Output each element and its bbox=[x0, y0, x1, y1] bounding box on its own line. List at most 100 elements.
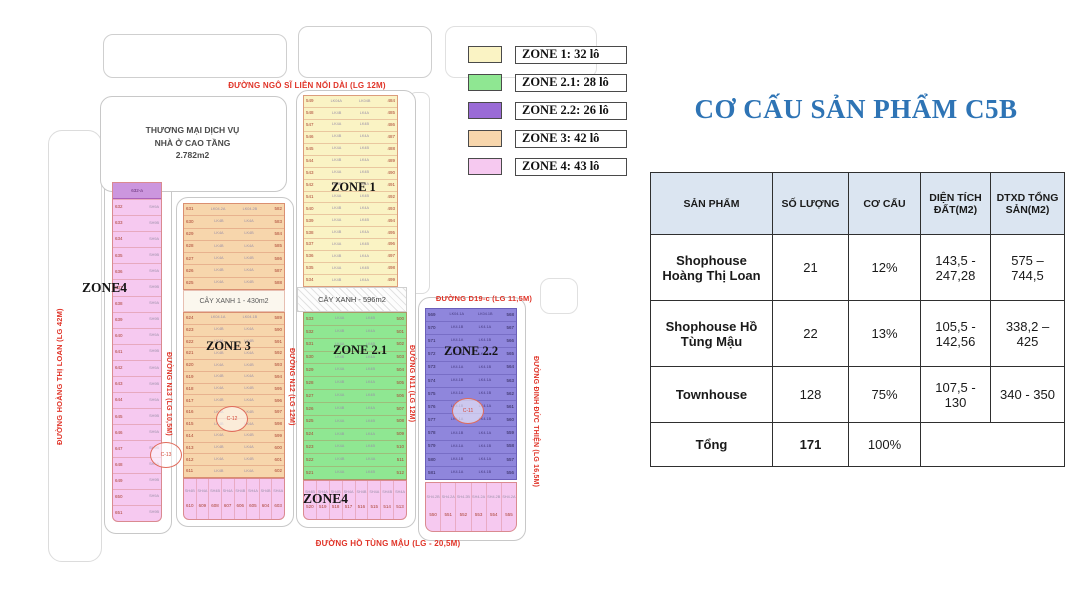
legend-label: ZONE 2.1: 28 lô bbox=[515, 73, 627, 92]
road-left-outline bbox=[48, 130, 102, 562]
commercial-line-3: 2.782m2 bbox=[175, 150, 210, 161]
zone1-block: 549 LK04A LK04B 484 548 LK4B LK4A 485 547 LK4A LK4… bbox=[303, 95, 398, 287]
plot-row: 629 LK4A LK4B 584 bbox=[184, 227, 284, 240]
plot-row: 634 SH9A bbox=[113, 231, 161, 247]
plot-row: 624 LK04.1A LK04.1B 589 bbox=[186, 315, 282, 321]
stamp-c11-text: C-11 bbox=[462, 408, 474, 414]
stamp-c13: C-13 bbox=[150, 442, 182, 468]
plot-row: 522 LK4B LK4A 511 bbox=[304, 453, 406, 466]
cell-product: Shophouse Hoàng Thị Loan bbox=[650, 234, 773, 301]
legend-swatch bbox=[468, 130, 502, 147]
zone22-block: 569 LK04.1A LK04.1B 568 570 LK4.1B LK4.1A 567 57… bbox=[425, 308, 517, 480]
plot-row: 527 LK4A LK4B 506 bbox=[304, 389, 406, 402]
plot-row: 579 LK4.1A LK4.1B 558 bbox=[426, 439, 516, 453]
plot-row: 573 LK4.1A LK4.1B 564 bbox=[426, 360, 516, 374]
plot-row: 546 LK4B LK4A 487 bbox=[304, 130, 397, 143]
street-ngo-si-lien: ĐƯỜNG NGÔ SĨ LIÊN NỐI DÀI (LG 12M) bbox=[228, 81, 386, 90]
plot-cell: SH4B 610 bbox=[184, 488, 195, 508]
plot-row: 620 LK4A LK4B 593 bbox=[184, 359, 284, 371]
plot-row: 523 LK4A LK4B 510 bbox=[304, 440, 406, 453]
col-header-ratio: CƠ CẤU bbox=[848, 172, 921, 235]
plot-row: 618 LK4A LK4B 595 bbox=[184, 382, 284, 395]
plot-cell: SH4B 520 bbox=[304, 489, 315, 509]
plot-row: 619 LK4B LK4A 594 bbox=[184, 370, 284, 383]
plot-row: 535 LK4A LK4B 498 bbox=[304, 262, 397, 274]
plot-row: 649 SH9B bbox=[113, 472, 161, 489]
plot-row: 547 LK4A LK4B 486 bbox=[304, 118, 397, 131]
street-n12: ĐƯỜNG N12 (LG 12M) bbox=[288, 348, 295, 426]
road-block-top-mid bbox=[298, 26, 432, 78]
plot-row: 623 LK4B LK4A 590 bbox=[184, 323, 284, 336]
legend-swatch bbox=[468, 46, 502, 63]
plot-row: 644 SH9A bbox=[113, 392, 161, 408]
plot-row: 529 LK4A LK4B 504 bbox=[304, 363, 406, 376]
commercial-line-2: NHÀ Ở CAO TẦNG bbox=[154, 137, 231, 148]
plot-row: 570 LK4.1B LK4.1A 567 bbox=[426, 321, 516, 334]
street-n11: ĐƯỜNG N11 (LG 12M) bbox=[408, 345, 415, 423]
page-title: CƠ CẤU SẢN PHẨM C5B bbox=[694, 94, 1018, 124]
plot-row: 627 LK4A LK4B 586 bbox=[184, 252, 284, 264]
zone4-strip-a: SH4B 610 SH4A 609 SH4B 608 SH4A 607 SH4B 606 SH4A 6… bbox=[183, 478, 285, 520]
plot-row: 537 LK4A LK4B 496 bbox=[304, 238, 397, 250]
plot-cell: SH4A 517 bbox=[341, 481, 355, 519]
plot-row: 571 LK4.1A LK4.1B 566 bbox=[426, 334, 516, 347]
plot-row: 530 LK4B LK4A 503 bbox=[304, 350, 406, 364]
plot-row: 540 LK4B LK4A 493 bbox=[304, 202, 397, 214]
plot-row: 531 LK4A LK4B 502 bbox=[304, 337, 406, 351]
cell-land-area: 143,5 - 247,28 bbox=[920, 234, 991, 301]
cell-product-total: Tổng bbox=[650, 422, 773, 467]
plot-row: 643 SH9B bbox=[113, 376, 161, 392]
zone-legend: ZONE 1: 32 lô ZONE 2.1: 28 lô ZONE 2.2: 26… bbox=[468, 45, 627, 186]
plot-header: 632-a bbox=[113, 183, 161, 199]
cell-ratio-total: 100% bbox=[848, 422, 921, 467]
col-header-land-area: DIỆN TÍCH ĐẤT(M2) bbox=[920, 172, 991, 235]
zone21-block: 533 LK4A LK4B 500 532 LK4B LK4A 501 531 LK4A LK4B 5… bbox=[303, 312, 407, 480]
green-area-2: CÂY XANH - 596m2 bbox=[297, 287, 407, 312]
plot-cell: SH4.2B 550 bbox=[426, 495, 440, 518]
zone3-lower-block: 624 LK04.1A LK04.1B 589 623 LK4B LK4A 590 622 LK4… bbox=[183, 312, 285, 478]
cell-product: Shophouse Hồ Tùng Mậu bbox=[650, 300, 773, 367]
plot-row: 580 LK4.1B LK4.1A 557 bbox=[426, 452, 516, 466]
product-structure-table: SẢN PHẨM SỐ LƯỢNG CƠ CẤU DIỆN TÍCH ĐẤT(M… bbox=[650, 172, 1065, 467]
plot-row: 613 LK4B LK4A 600 bbox=[184, 441, 284, 454]
col-header-floor-area: DTXD TỔNG SẢN(M2) bbox=[990, 172, 1065, 235]
street-ho-tung-mau: ĐƯỜNG HỒ TÙNG MẬU (LG - 20,5M) bbox=[315, 539, 461, 548]
cell-ratio: 75% bbox=[848, 366, 921, 423]
cell-quantity: 21 bbox=[772, 234, 849, 301]
plot-row: 617 LK4B LK4A 596 bbox=[184, 394, 284, 406]
plot-row: 622 LK4A LK4B 591 bbox=[184, 335, 284, 348]
legend-label: ZONE 4: 43 lô bbox=[515, 157, 627, 176]
road-junction-right bbox=[540, 278, 578, 314]
zone3-label: ZONE 3 bbox=[206, 339, 251, 353]
plot-cell: SH4B 604 bbox=[258, 479, 272, 519]
street-dinh-duc-thien: ĐƯỜNG ĐINH ĐỨC THIỆN (LG 16,5M) bbox=[532, 356, 539, 488]
plot-row: 631 LK04.2A LK04.2B 582 bbox=[186, 206, 282, 212]
plot-row: 651 SH9B bbox=[113, 504, 161, 521]
cell-quantity: 22 bbox=[772, 300, 849, 367]
plot-row: 621 LK4B LK4A 592 bbox=[184, 347, 284, 359]
legend-swatch bbox=[468, 158, 502, 175]
plot-cell: SH4B 608 bbox=[208, 479, 221, 519]
plot-row: 541 LK4A LK4B 492 bbox=[304, 190, 397, 203]
plot-cell: SH4A 607 bbox=[220, 479, 234, 519]
plot-row: 543 LK4A LK4B 490 bbox=[304, 166, 397, 179]
plot-row: 544 LK4B LK4A 489 bbox=[304, 154, 397, 167]
legend-swatch bbox=[468, 102, 502, 119]
plot-row: 645 SH9B bbox=[113, 408, 161, 424]
cell-quantity: 128 bbox=[772, 366, 849, 423]
cell-land-area: 107,5 - 130 bbox=[920, 366, 991, 423]
plot-row: 630 LK4B LK4A 583 bbox=[184, 215, 284, 227]
legend-label: ZONE 3: 42 lô bbox=[515, 129, 627, 148]
plot-row: 642 SH9A bbox=[113, 359, 161, 376]
table-total-row: Tổng 171 100% bbox=[650, 422, 1065, 467]
cell-product: Townhouse bbox=[650, 366, 773, 423]
plot-row: 539 LK4A LK4B 494 bbox=[304, 214, 397, 226]
plot-row: 525 LK4A LK4B 508 bbox=[304, 414, 406, 428]
zone4-strip-b: SH4B 520 SH4A 519 SH4B 518 SH4A 517 SH4B 516 SH4A 5… bbox=[303, 480, 407, 520]
cell-land-area: 105,5 - 142,56 bbox=[920, 300, 991, 367]
plot-row: 635 SH9B bbox=[113, 247, 161, 263]
plot-row: 626 LK4B LK4A 587 bbox=[184, 264, 284, 276]
green-area-1: CÂY XANH 1 - 430m2 bbox=[183, 290, 285, 312]
plot-row: 637 SH9B bbox=[113, 279, 161, 295]
